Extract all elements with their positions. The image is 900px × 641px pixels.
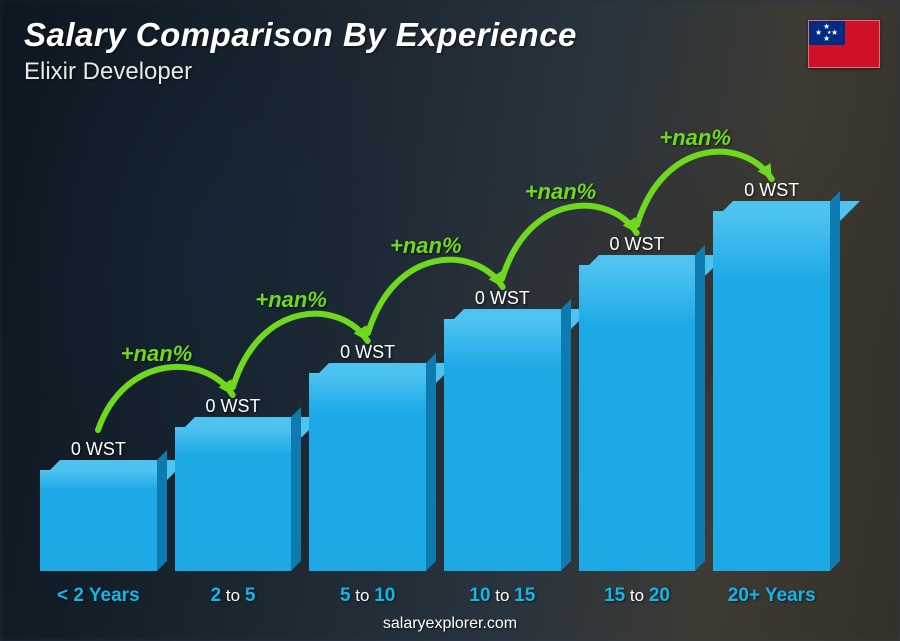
flag-samoa: ★ ★ ★ ★ ★ [808, 20, 880, 68]
bar-slot: 0 WST [713, 110, 830, 571]
x-axis-label: 20+ Years [713, 585, 830, 607]
chart-area: 0 WST0 WST0 WST0 WST0 WST0 WST +nan%+nan… [30, 110, 840, 571]
bar [175, 427, 292, 571]
chart-title: Salary Comparison By Experience [24, 16, 577, 54]
bar [579, 265, 696, 571]
flag-canton: ★ ★ ★ ★ ★ [809, 21, 845, 45]
x-axis-label: 2 to 5 [175, 585, 292, 607]
x-axis-label: 5 to 10 [309, 585, 426, 607]
chart-subtitle: Elixir Developer [24, 58, 577, 86]
x-axis-label: < 2 Years [40, 585, 157, 607]
footer-attribution: salaryexplorer.com [0, 615, 900, 633]
bar-value-label: 0 WST [340, 342, 395, 363]
bar-value-label: 0 WST [71, 439, 126, 460]
bar [309, 373, 426, 571]
chart-canvas: Salary Comparison By Experience Elixir D… [0, 0, 900, 641]
title-block: Salary Comparison By Experience Elixir D… [24, 16, 577, 86]
x-axis-label: 15 to 20 [579, 585, 696, 607]
bars-container: 0 WST 0 WST 0 WST 0 WST 0 WST 0 WST [30, 110, 840, 571]
bar [713, 211, 830, 571]
bar-slot: 0 WST [40, 110, 157, 571]
bar-value-label: 0 WST [206, 396, 261, 417]
x-axis-labels: < 2 Years 2 to 5 5 to 10 10 to 15 15 to 20 20… [30, 585, 840, 607]
bar-slot: 0 WST [309, 110, 426, 571]
bar-slot: 0 WST [579, 110, 696, 571]
bar-value-label: 0 WST [610, 234, 665, 255]
bar [444, 319, 561, 571]
bar-value-label: 0 WST [744, 180, 799, 201]
bar [40, 470, 157, 571]
bar-slot: 0 WST [175, 110, 292, 571]
x-axis-label: 10 to 15 [444, 585, 561, 607]
bar-value-label: 0 WST [475, 288, 530, 309]
bar-slot: 0 WST [444, 110, 561, 571]
